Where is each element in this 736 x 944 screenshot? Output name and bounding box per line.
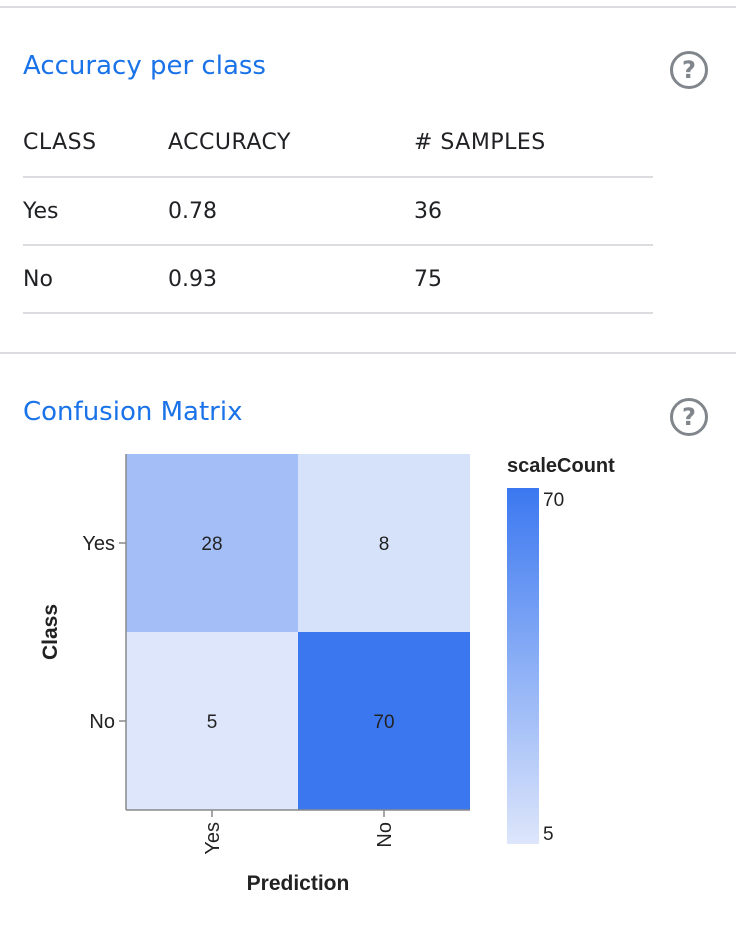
confusion-help-icon[interactable]: ? [670,398,708,436]
legend-min-label: 5 [543,824,554,845]
y-tick-label: Yes [82,533,115,555]
row-class: No [23,245,168,314]
x-axis-title: Prediction [247,872,350,895]
y-axis-title: Class [39,604,62,660]
row-accuracy: 0.93 [168,245,414,314]
cell-value-label: 5 [207,712,218,733]
table-row: Yes 0.78 36 [23,177,653,246]
row-samples: 36 [414,177,653,246]
top-divider [0,6,736,8]
legend-max-label: 70 [543,490,564,511]
header-samples: # SAMPLES [414,108,653,178]
accuracy-section-title: Accuracy per class [23,51,266,81]
confusion-section-title: Confusion Matrix [23,397,243,427]
legend-title: scaleCount [507,455,615,477]
table-row: No 0.93 75 [23,245,653,314]
heatmap-cell [298,454,470,632]
legend-gradient-bar [507,488,539,844]
x-tick-label: No [374,822,396,848]
heatmap-cell [126,632,298,810]
row-accuracy: 0.78 [168,177,414,246]
x-tick-label: Yes [202,822,224,855]
cell-value-label: 28 [201,534,222,555]
heatmap-cell [298,632,470,810]
cell-value-label: 8 [379,534,390,555]
section-divider [0,352,736,354]
heatmap-cell [126,454,298,632]
row-class: Yes [23,177,168,246]
accuracy-table: CLASS ACCURACY # SAMPLES Yes 0.78 36 No … [23,108,653,314]
table-header-row: CLASS ACCURACY # SAMPLES [23,108,653,178]
cell-value-label: 70 [373,712,394,733]
header-class: CLASS [23,108,168,178]
confusion-matrix-chart: 28 8 5 70 Yes No Yes No Prediction Class scaleCoun… [39,454,615,895]
row-samples: 75 [414,245,653,314]
header-accuracy: ACCURACY [168,108,414,178]
y-tick-label: No [89,711,115,733]
accuracy-help-icon[interactable]: ? [670,51,708,89]
